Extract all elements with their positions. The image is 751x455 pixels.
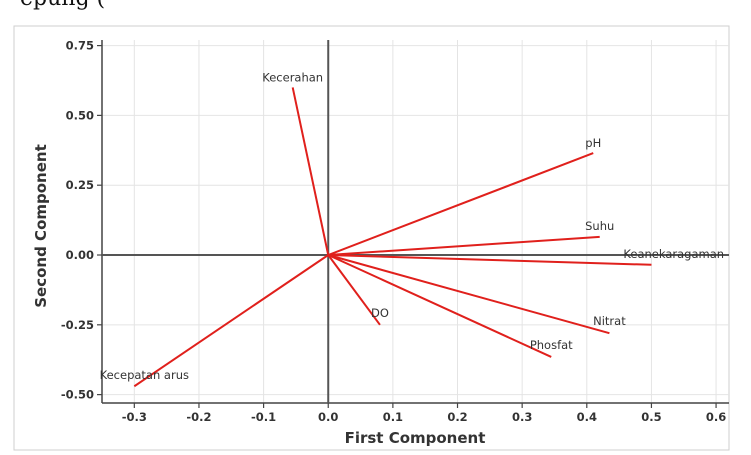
caption-fragment: epung ( — [0, 0, 751, 24]
tick-labels: -0.3 -0.2 -0.1 0.0 0.1 0.2 0.3 0.4 0.5 0.6 0.75 0.5… — [61, 39, 726, 424]
y-tick-label: 0.50 — [66, 108, 94, 122]
vector-ph — [327, 152, 594, 256]
vector-kecerahan — [291, 87, 330, 256]
axes — [97, 40, 729, 408]
vector-label-kecerahan: Kecerahan — [262, 70, 323, 84]
vector-label-suhu: Suhu — [585, 219, 614, 233]
y-tick-label: -0.25 — [61, 318, 94, 332]
x-tick-label: 0.2 — [447, 410, 467, 424]
loading-vectors: Kecerahan pH Suhu Keanekaragaman Nitrat Phosf… — [100, 70, 724, 388]
vector-label-nitrat: Nitrat — [593, 314, 626, 328]
caption-text: epung ( — [20, 0, 105, 11]
y-tick-label: -0.50 — [61, 388, 94, 402]
x-axis-title: First Component — [345, 429, 486, 447]
y-tick-label: 0.00 — [66, 248, 94, 262]
vector-nitrat — [327, 254, 610, 335]
x-tick-label: 0.6 — [706, 410, 726, 424]
vector-suhu — [328, 235, 600, 257]
x-tick-label: -0.2 — [186, 410, 211, 424]
x-tick-label: -0.1 — [251, 410, 276, 424]
vector-label-keanekaragaman: Keanekaragaman — [623, 247, 724, 261]
x-tick-label: 0.5 — [641, 410, 661, 424]
vector-label-do: DO — [371, 306, 389, 320]
vector-label-phosfat: Phosfat — [530, 338, 573, 352]
vector-label-ph: pH — [585, 136, 601, 150]
vector-kecepatan-arus — [133, 254, 329, 388]
x-tick-label: 0.0 — [318, 410, 338, 424]
vector-do — [327, 254, 381, 326]
vector-label-kecepatan-arus: Kecepatan arus — [100, 368, 189, 382]
x-tick-label: -0.3 — [122, 410, 147, 424]
y-tick-label: 0.25 — [66, 178, 94, 192]
x-tick-label: 0.3 — [512, 410, 532, 424]
y-tick-label: 0.75 — [66, 39, 94, 53]
x-tick-label: 0.1 — [383, 410, 403, 424]
vector-phosfat — [327, 254, 552, 358]
vector-keanekaragaman — [328, 254, 652, 266]
x-tick-label: 0.4 — [577, 410, 597, 424]
y-axis-title: Second Component — [32, 144, 50, 308]
